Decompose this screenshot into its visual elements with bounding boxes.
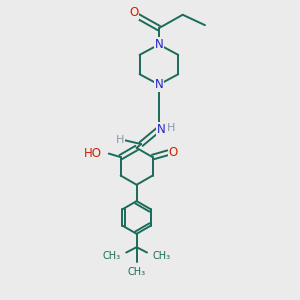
Text: N: N <box>154 38 163 51</box>
Text: O: O <box>169 146 178 159</box>
Text: O: O <box>129 6 138 19</box>
Text: N: N <box>157 123 166 136</box>
Text: CH₃: CH₃ <box>128 266 146 277</box>
Text: H: H <box>167 123 176 133</box>
Text: N: N <box>154 78 163 91</box>
Text: H: H <box>116 135 124 145</box>
Text: HO: HO <box>84 147 102 160</box>
Text: CH₃: CH₃ <box>153 250 171 260</box>
Text: CH₃: CH₃ <box>102 250 120 260</box>
